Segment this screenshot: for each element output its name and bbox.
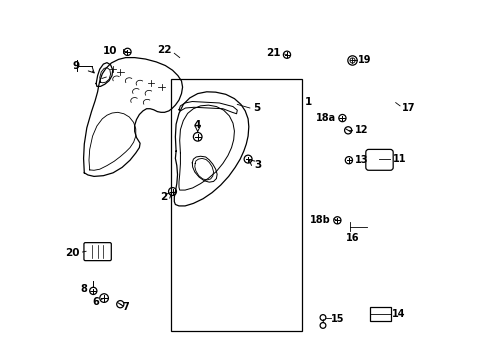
Text: 21: 21 [265,48,280,58]
Text: 8: 8 [81,284,87,294]
Text: 1: 1 [305,96,312,107]
Text: 9: 9 [72,60,80,71]
Text: 6: 6 [92,297,99,307]
Text: 7: 7 [122,302,129,312]
Text: 12: 12 [355,125,368,135]
Bar [170,79,302,331]
Text: 20: 20 [65,248,80,258]
Text: 11: 11 [392,154,406,164]
Text: 13: 13 [355,155,368,165]
Text: 18a: 18a [316,113,336,123]
Text: 4: 4 [193,120,200,130]
Text: 19: 19 [357,55,371,66]
Text: 15: 15 [330,314,344,324]
Text: 3: 3 [254,160,261,170]
Text: 22: 22 [157,45,171,55]
Text: 17: 17 [401,103,414,113]
Text: 5: 5 [253,103,260,113]
Text: 16: 16 [345,233,359,243]
Text: 2: 2 [160,192,167,202]
Bar [369,307,390,321]
Text: 10: 10 [103,46,118,56]
Text: 14: 14 [391,309,405,319]
Text: 18b: 18b [309,215,330,225]
